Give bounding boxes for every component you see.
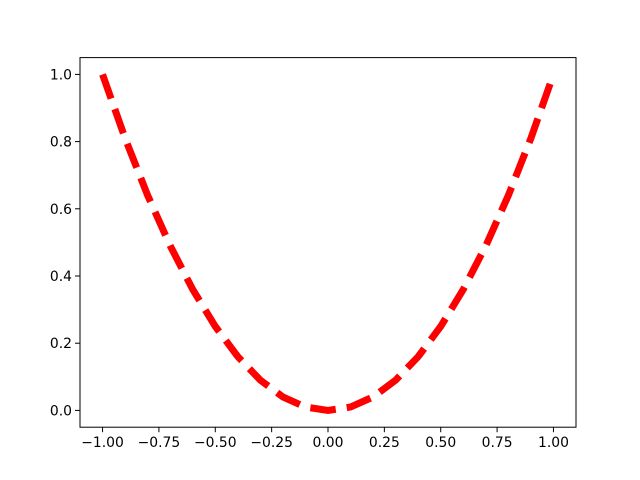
y-tick-label: 0.2 bbox=[50, 336, 72, 352]
x-tick-label: −0.50 bbox=[194, 435, 237, 451]
x-tick-label: 0.00 bbox=[313, 435, 344, 451]
plot-frame bbox=[79, 57, 577, 428]
x-tick-label: −0.25 bbox=[250, 435, 293, 451]
x-tick-label: 0.50 bbox=[425, 435, 456, 451]
y-tick-label: 1.0 bbox=[50, 67, 72, 83]
y-tick-label: 0.6 bbox=[50, 202, 72, 218]
y-tick-label: 0.8 bbox=[50, 135, 72, 151]
y-tick-label: 0.4 bbox=[50, 269, 72, 285]
x-tick-label: 1.00 bbox=[538, 435, 569, 451]
y-tick-label: 0.0 bbox=[50, 403, 72, 419]
x-tick-label: 0.75 bbox=[482, 435, 513, 451]
x-tick-label: 0.25 bbox=[369, 435, 400, 451]
x-tick-label: −1.00 bbox=[81, 435, 124, 451]
data-line bbox=[99, 73, 557, 414]
x-tick-label: −0.75 bbox=[138, 435, 181, 451]
